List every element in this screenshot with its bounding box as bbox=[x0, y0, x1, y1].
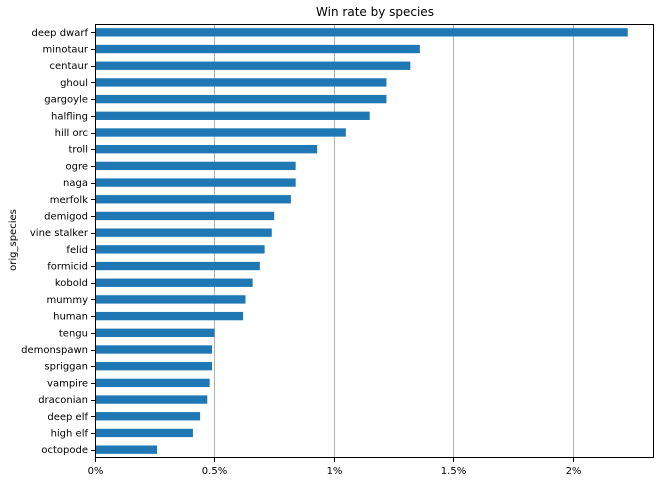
bar bbox=[95, 245, 265, 254]
chart-title: Win rate by species bbox=[316, 5, 434, 19]
bar bbox=[95, 311, 244, 321]
y-tick-label: vampire bbox=[47, 378, 88, 389]
y-tick-label: minotaur bbox=[43, 45, 89, 56]
y-tick-label: felid bbox=[66, 245, 88, 256]
y-tick-label: deep dwarf bbox=[32, 28, 89, 39]
y-axis-label: orig_species bbox=[8, 209, 19, 271]
bar bbox=[95, 161, 296, 171]
bar bbox=[95, 211, 275, 221]
bar bbox=[95, 378, 210, 388]
y-tick-label: mummy bbox=[47, 295, 89, 306]
bar bbox=[95, 428, 193, 438]
y-tick-label: deep elf bbox=[47, 412, 88, 423]
y-tick-label: vine stalker bbox=[30, 228, 89, 239]
y-tick-label: octopode bbox=[41, 445, 88, 456]
x-tick-label: 0.5% bbox=[202, 466, 227, 477]
y-tick-label: demonspawn bbox=[21, 345, 88, 356]
y-tick-label: ghoul bbox=[60, 78, 88, 89]
y-tick-label: troll bbox=[69, 145, 89, 156]
bar bbox=[95, 178, 296, 187]
x-axis-ticks: 0% 0.5% 1% 1.5% 2% bbox=[88, 458, 582, 477]
y-tick-label: naga bbox=[63, 178, 88, 189]
y-tick-label: high elf bbox=[51, 428, 89, 439]
y-tick-label: draconian bbox=[38, 395, 88, 406]
bar bbox=[95, 445, 158, 454]
bar bbox=[95, 261, 260, 271]
x-tick-label: 1% bbox=[327, 466, 343, 477]
y-tick-label: ogre bbox=[65, 161, 88, 172]
bar bbox=[95, 128, 346, 137]
y-tick-label: kobold bbox=[55, 278, 88, 289]
bar bbox=[95, 61, 411, 70]
y-tick-label: centaur bbox=[50, 61, 89, 72]
y-tick-label: tengu bbox=[59, 328, 88, 339]
y-tick-label: gargoyle bbox=[44, 95, 88, 106]
grid-lines bbox=[214, 24, 574, 458]
bar bbox=[95, 362, 213, 371]
bar bbox=[95, 111, 370, 120]
y-axis-ticks: deep dwarf minotaur centaur ghoul gargoyle ha… bbox=[21, 28, 95, 456]
bars bbox=[95, 28, 628, 454]
bar bbox=[95, 278, 253, 287]
bar bbox=[95, 328, 215, 337]
y-tick-label: human bbox=[53, 312, 88, 323]
bar bbox=[95, 145, 318, 154]
y-tick-label: spriggan bbox=[44, 362, 88, 373]
y-tick-label: hill orc bbox=[55, 128, 88, 139]
bar bbox=[95, 395, 208, 404]
plot-area-frame bbox=[95, 24, 654, 458]
y-tick-label: halfling bbox=[51, 111, 88, 122]
y-tick-label: demigod bbox=[44, 211, 88, 222]
bar bbox=[95, 28, 628, 37]
y-tick-label: merfolk bbox=[50, 195, 88, 206]
bar bbox=[95, 44, 420, 54]
bar bbox=[95, 78, 387, 87]
bar bbox=[95, 295, 246, 304]
bar bbox=[95, 228, 272, 237]
x-tick-label: 2% bbox=[566, 466, 582, 477]
bar bbox=[95, 412, 201, 421]
bar bbox=[95, 195, 291, 204]
x-tick-label: 0% bbox=[88, 466, 104, 477]
x-tick-label: 1.5% bbox=[441, 466, 466, 477]
bar bbox=[95, 345, 213, 354]
y-tick-label: formicid bbox=[47, 262, 88, 273]
bar bbox=[95, 94, 387, 104]
